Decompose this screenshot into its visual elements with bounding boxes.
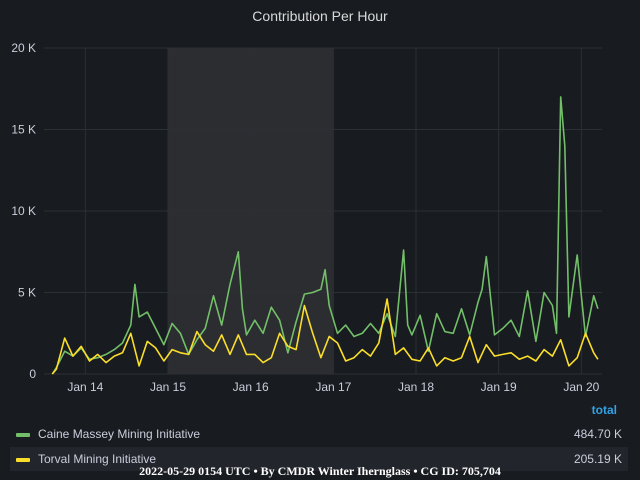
y-tick-label: 20 K <box>11 41 36 55</box>
legend-swatch <box>16 433 30 437</box>
y-tick-label: 0 <box>29 367 36 381</box>
legend-header[interactable]: total <box>591 403 617 417</box>
legend-swatch <box>16 458 30 462</box>
legend-series-total: 484.70 K <box>573 427 622 441</box>
footer-credit: 2022-05-29 0154 UTC • By CMDR Winter Ihe… <box>139 464 501 478</box>
x-tick-label: Jan 20 <box>563 380 599 394</box>
x-tick-label: Jan 14 <box>67 380 103 394</box>
y-tick-label: 10 K <box>11 204 36 218</box>
legend-item-caine-massey[interactable]: Caine Massey Mining Initiative 484.70 K <box>10 422 628 446</box>
x-tick-label: Jan 17 <box>315 380 351 394</box>
x-tick-label: Jan 18 <box>398 380 434 394</box>
panel-title: Contribution Per Hour <box>252 8 388 24</box>
y-tick-label: 5 K <box>18 286 36 300</box>
x-tick-label: Jan 19 <box>481 380 517 394</box>
series-line-caine-massey <box>51 96 599 375</box>
x-tick-label: Jan 16 <box>233 380 269 394</box>
legend-series-total: 205.19 K <box>573 452 622 466</box>
legend-series-name: Torval Mining Initiative <box>38 452 157 466</box>
series-line-torval <box>51 298 599 375</box>
legend-series-name: Caine Massey Mining Initiative <box>38 427 201 441</box>
line-chart: 0 5 K 10 K 15 K 20 K Jan 14 Jan 15 Jan 16 Jan 17… <box>11 41 602 394</box>
legend-item-torval[interactable]: Torval Mining Initiative 205.19 K <box>10 447 628 471</box>
x-tick-label: Jan 15 <box>150 380 186 394</box>
y-tick-label: 15 K <box>11 123 36 137</box>
